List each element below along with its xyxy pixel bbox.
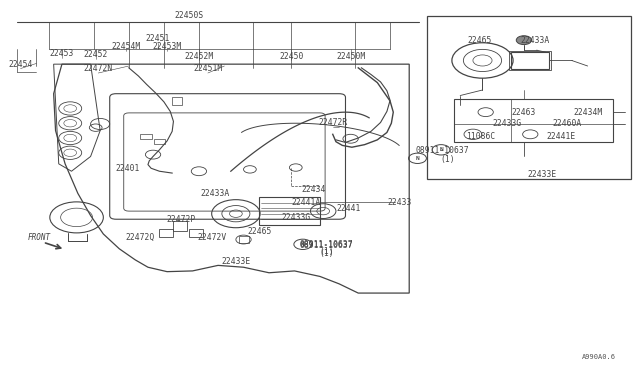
Text: 22451: 22451	[145, 34, 170, 43]
Text: 22433A: 22433A	[200, 189, 230, 198]
Bar	[154, 139, 164, 144]
Bar	[189, 229, 204, 237]
Text: N: N	[301, 242, 305, 247]
Text: 22450M: 22450M	[337, 52, 366, 61]
Text: 22472P: 22472P	[166, 215, 196, 224]
Text: 22452: 22452	[83, 51, 108, 60]
Text: 08911-10637: 08911-10637	[300, 241, 353, 250]
Bar	[172, 97, 182, 105]
Text: 22452M: 22452M	[184, 52, 214, 61]
Bar	[259, 197, 320, 225]
Text: 22453: 22453	[50, 49, 74, 58]
Text: 22451M: 22451M	[193, 64, 223, 73]
Text: 22465: 22465	[467, 36, 492, 45]
Bar	[511, 52, 549, 68]
Text: 22441E: 22441E	[547, 132, 575, 141]
Text: 22450: 22450	[279, 52, 303, 61]
Text: 08911-10637: 08911-10637	[415, 147, 469, 155]
Text: 22472R: 22472R	[318, 118, 348, 127]
Text: 22472V: 22472V	[197, 233, 227, 242]
Text: 22441: 22441	[337, 204, 361, 214]
Text: 11086C: 11086C	[466, 132, 495, 141]
Text: 22401: 22401	[115, 164, 140, 173]
Text: N: N	[439, 147, 443, 152]
Text: 22441A: 22441A	[291, 198, 321, 207]
Text: 22453M: 22453M	[152, 42, 182, 51]
Text: 22433E: 22433E	[527, 170, 556, 179]
Text: 22450S: 22450S	[175, 11, 204, 20]
Text: 22433: 22433	[387, 198, 412, 207]
Text: (1): (1)	[440, 155, 455, 164]
Text: 22433E: 22433E	[221, 257, 250, 266]
Text: 22433G: 22433G	[281, 213, 310, 222]
Text: 08911-10637: 08911-10637	[300, 240, 353, 249]
Text: 22434: 22434	[301, 185, 326, 194]
Text: 22433G: 22433G	[492, 119, 522, 128]
Bar	[509, 51, 551, 70]
Bar	[173, 221, 188, 231]
Text: 22434M: 22434M	[573, 108, 602, 118]
Text: 22463: 22463	[512, 108, 536, 118]
Text: 22454: 22454	[8, 60, 33, 69]
Text: 22465: 22465	[247, 227, 271, 235]
Text: 22472Q: 22472Q	[125, 233, 155, 242]
Text: A990A0.6: A990A0.6	[582, 354, 616, 360]
Text: (1): (1)	[319, 247, 333, 256]
Text: 22454M: 22454M	[111, 42, 140, 51]
Bar	[159, 229, 173, 237]
Text: 22472N: 22472N	[84, 64, 113, 73]
Text: (1): (1)	[319, 249, 333, 258]
Text: N: N	[415, 156, 419, 161]
Text: 22460A: 22460A	[552, 119, 582, 128]
Bar	[239, 236, 248, 243]
Text: 22433A: 22433A	[521, 36, 550, 45]
Text: FRONT: FRONT	[28, 233, 51, 242]
Bar	[454, 99, 613, 142]
Bar	[140, 134, 152, 139]
Bar	[427, 16, 631, 179]
Circle shape	[516, 36, 532, 45]
